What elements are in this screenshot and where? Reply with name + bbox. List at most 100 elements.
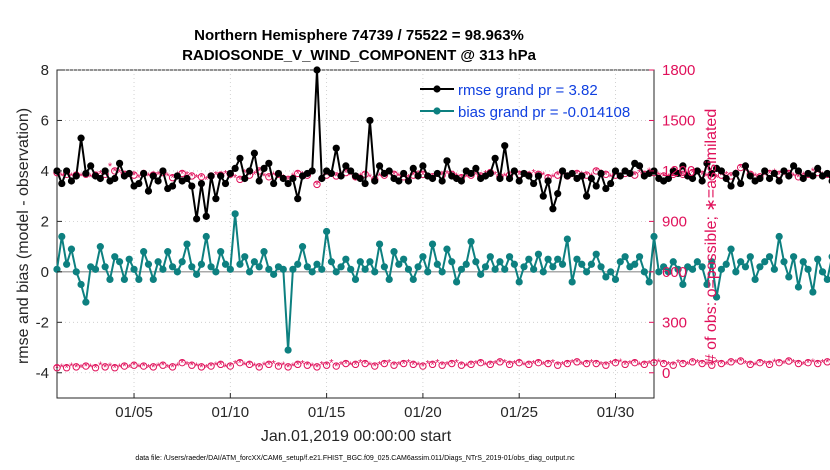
obs-possible-marker-low bbox=[332, 362, 340, 370]
bias-point bbox=[140, 248, 148, 256]
rmse-point bbox=[708, 169, 716, 178]
rmse-point bbox=[510, 167, 518, 175]
obs-assimilated-marker-low: * bbox=[782, 359, 787, 371]
bias-point bbox=[737, 258, 745, 266]
obs-assimilated-marker-low: * bbox=[209, 361, 214, 373]
rmse-point bbox=[255, 177, 263, 185]
obs-assimilated-marker-high: * bbox=[493, 169, 498, 181]
obs-assimilated-marker-high: * bbox=[252, 169, 257, 181]
bias-point bbox=[400, 255, 408, 263]
rmse-point bbox=[505, 174, 514, 183]
rmse-point bbox=[746, 172, 754, 180]
obs-assimilated-marker-high: * bbox=[397, 171, 402, 183]
obs-assimilated-marker-high: * bbox=[204, 174, 209, 186]
rmse-point bbox=[602, 184, 610, 193]
obs-assimilated-marker-low: * bbox=[324, 360, 329, 372]
bias-point bbox=[481, 263, 490, 271]
bias-point bbox=[294, 260, 302, 268]
obs-assimilated-marker-low: * bbox=[358, 358, 363, 370]
bias-point bbox=[231, 210, 239, 218]
rmse-point bbox=[761, 167, 769, 175]
legend-bias-label: bias grand pr = -0.014108 bbox=[458, 104, 630, 121]
obs-assimilated-marker-high: * bbox=[146, 171, 151, 183]
obs-assimilated-marker-low: * bbox=[551, 358, 556, 370]
bias-point bbox=[433, 260, 441, 268]
obs-assimilated-marker-low: * bbox=[556, 360, 561, 372]
bias-point bbox=[53, 265, 61, 273]
bias-point bbox=[428, 240, 437, 248]
bias-point bbox=[193, 270, 201, 278]
bias-point bbox=[650, 232, 658, 241]
obs-assimilated-marker-low: * bbox=[459, 360, 464, 372]
obs-assimilated-marker-high: * bbox=[767, 168, 772, 180]
bias-point bbox=[395, 260, 403, 268]
bias-point bbox=[804, 265, 812, 273]
rmse-point bbox=[703, 159, 711, 167]
obs-assimilated-marker-low: * bbox=[498, 357, 503, 369]
bias-point bbox=[679, 280, 687, 289]
obs-assimilated-marker-high: * bbox=[705, 171, 710, 183]
bias-point bbox=[496, 258, 504, 266]
rmse-point bbox=[409, 164, 417, 172]
obs-possible-marker-low bbox=[611, 358, 620, 367]
obs-possible-marker-low bbox=[159, 361, 167, 369]
bias-point bbox=[611, 275, 620, 284]
rmse-point bbox=[72, 172, 80, 180]
obs-possible-marker-low bbox=[438, 361, 446, 369]
obs-possible-marker-low bbox=[727, 358, 735, 366]
obs-assimilated-marker-low: * bbox=[406, 358, 411, 370]
y-tick-label-left: -4 bbox=[36, 365, 49, 382]
obs-assimilated-marker-high: * bbox=[503, 171, 508, 183]
obs-assimilated-marker-low: * bbox=[488, 359, 493, 371]
rmse-point bbox=[371, 177, 379, 185]
obs-assimilated-marker-low: * bbox=[657, 357, 662, 369]
bias-point bbox=[226, 265, 234, 273]
obs-assimilated-marker-low: * bbox=[825, 357, 830, 369]
obs-assimilated-marker-high: * bbox=[223, 168, 228, 180]
obs-assimilated-marker-high: * bbox=[517, 169, 522, 181]
bias-point bbox=[693, 258, 701, 266]
rmse-point bbox=[168, 182, 177, 190]
obs-assimilated-marker-low: * bbox=[132, 360, 137, 372]
obs-possible-marker-low bbox=[582, 359, 591, 368]
obs-possible-marker-low bbox=[650, 358, 658, 367]
rmse-point bbox=[111, 174, 119, 183]
obs-assimilated-marker-high: * bbox=[79, 171, 84, 183]
obs-assimilated-marker-low: * bbox=[531, 359, 536, 371]
obs-assimilated-marker-high: * bbox=[368, 172, 373, 184]
rmse-point bbox=[438, 177, 446, 185]
obs-possible-marker-low bbox=[236, 358, 244, 367]
bias-point bbox=[607, 268, 615, 276]
rmse-point bbox=[318, 174, 326, 183]
obs-assimilated-marker-low: * bbox=[690, 357, 695, 369]
rmse-point bbox=[607, 179, 615, 188]
bias-point bbox=[780, 258, 788, 266]
obs-assimilated-marker-high: * bbox=[89, 172, 94, 184]
obs-assimilated-marker-low: * bbox=[257, 362, 262, 374]
rmse-point bbox=[144, 187, 153, 195]
obs-assimilated-marker-high: * bbox=[782, 170, 787, 182]
bias-point bbox=[616, 258, 624, 266]
obs-assimilated-marker-high: * bbox=[796, 172, 801, 184]
bias-point bbox=[698, 263, 706, 271]
bias-point bbox=[568, 278, 576, 286]
obs-assimilated-marker-low: * bbox=[175, 361, 180, 373]
obs-assimilated-marker-high: * bbox=[464, 172, 469, 184]
obs-assimilated-marker-low: * bbox=[801, 359, 806, 371]
obs-assimilated-marker-low: * bbox=[190, 360, 195, 372]
obs-assimilated-marker-low: * bbox=[642, 359, 647, 371]
bias-point bbox=[467, 237, 475, 246]
obs-assimilated-marker-low: * bbox=[223, 362, 228, 374]
obs-assimilated-marker-low: * bbox=[469, 359, 474, 371]
bias-point bbox=[573, 255, 581, 263]
obs-possible-marker-low bbox=[756, 358, 764, 367]
obs-assimilated-marker-low: * bbox=[527, 359, 532, 371]
obs-assimilated-marker-low: * bbox=[623, 359, 628, 371]
obs-possible-marker-low bbox=[428, 360, 437, 369]
obs-assimilated-marker-high: * bbox=[609, 172, 614, 184]
rmse-point bbox=[616, 172, 624, 180]
obs-possible-marker-low bbox=[515, 358, 523, 367]
bias-point bbox=[245, 268, 254, 276]
obs-assimilated-marker-low: * bbox=[233, 359, 238, 371]
rmse-point bbox=[443, 157, 451, 165]
